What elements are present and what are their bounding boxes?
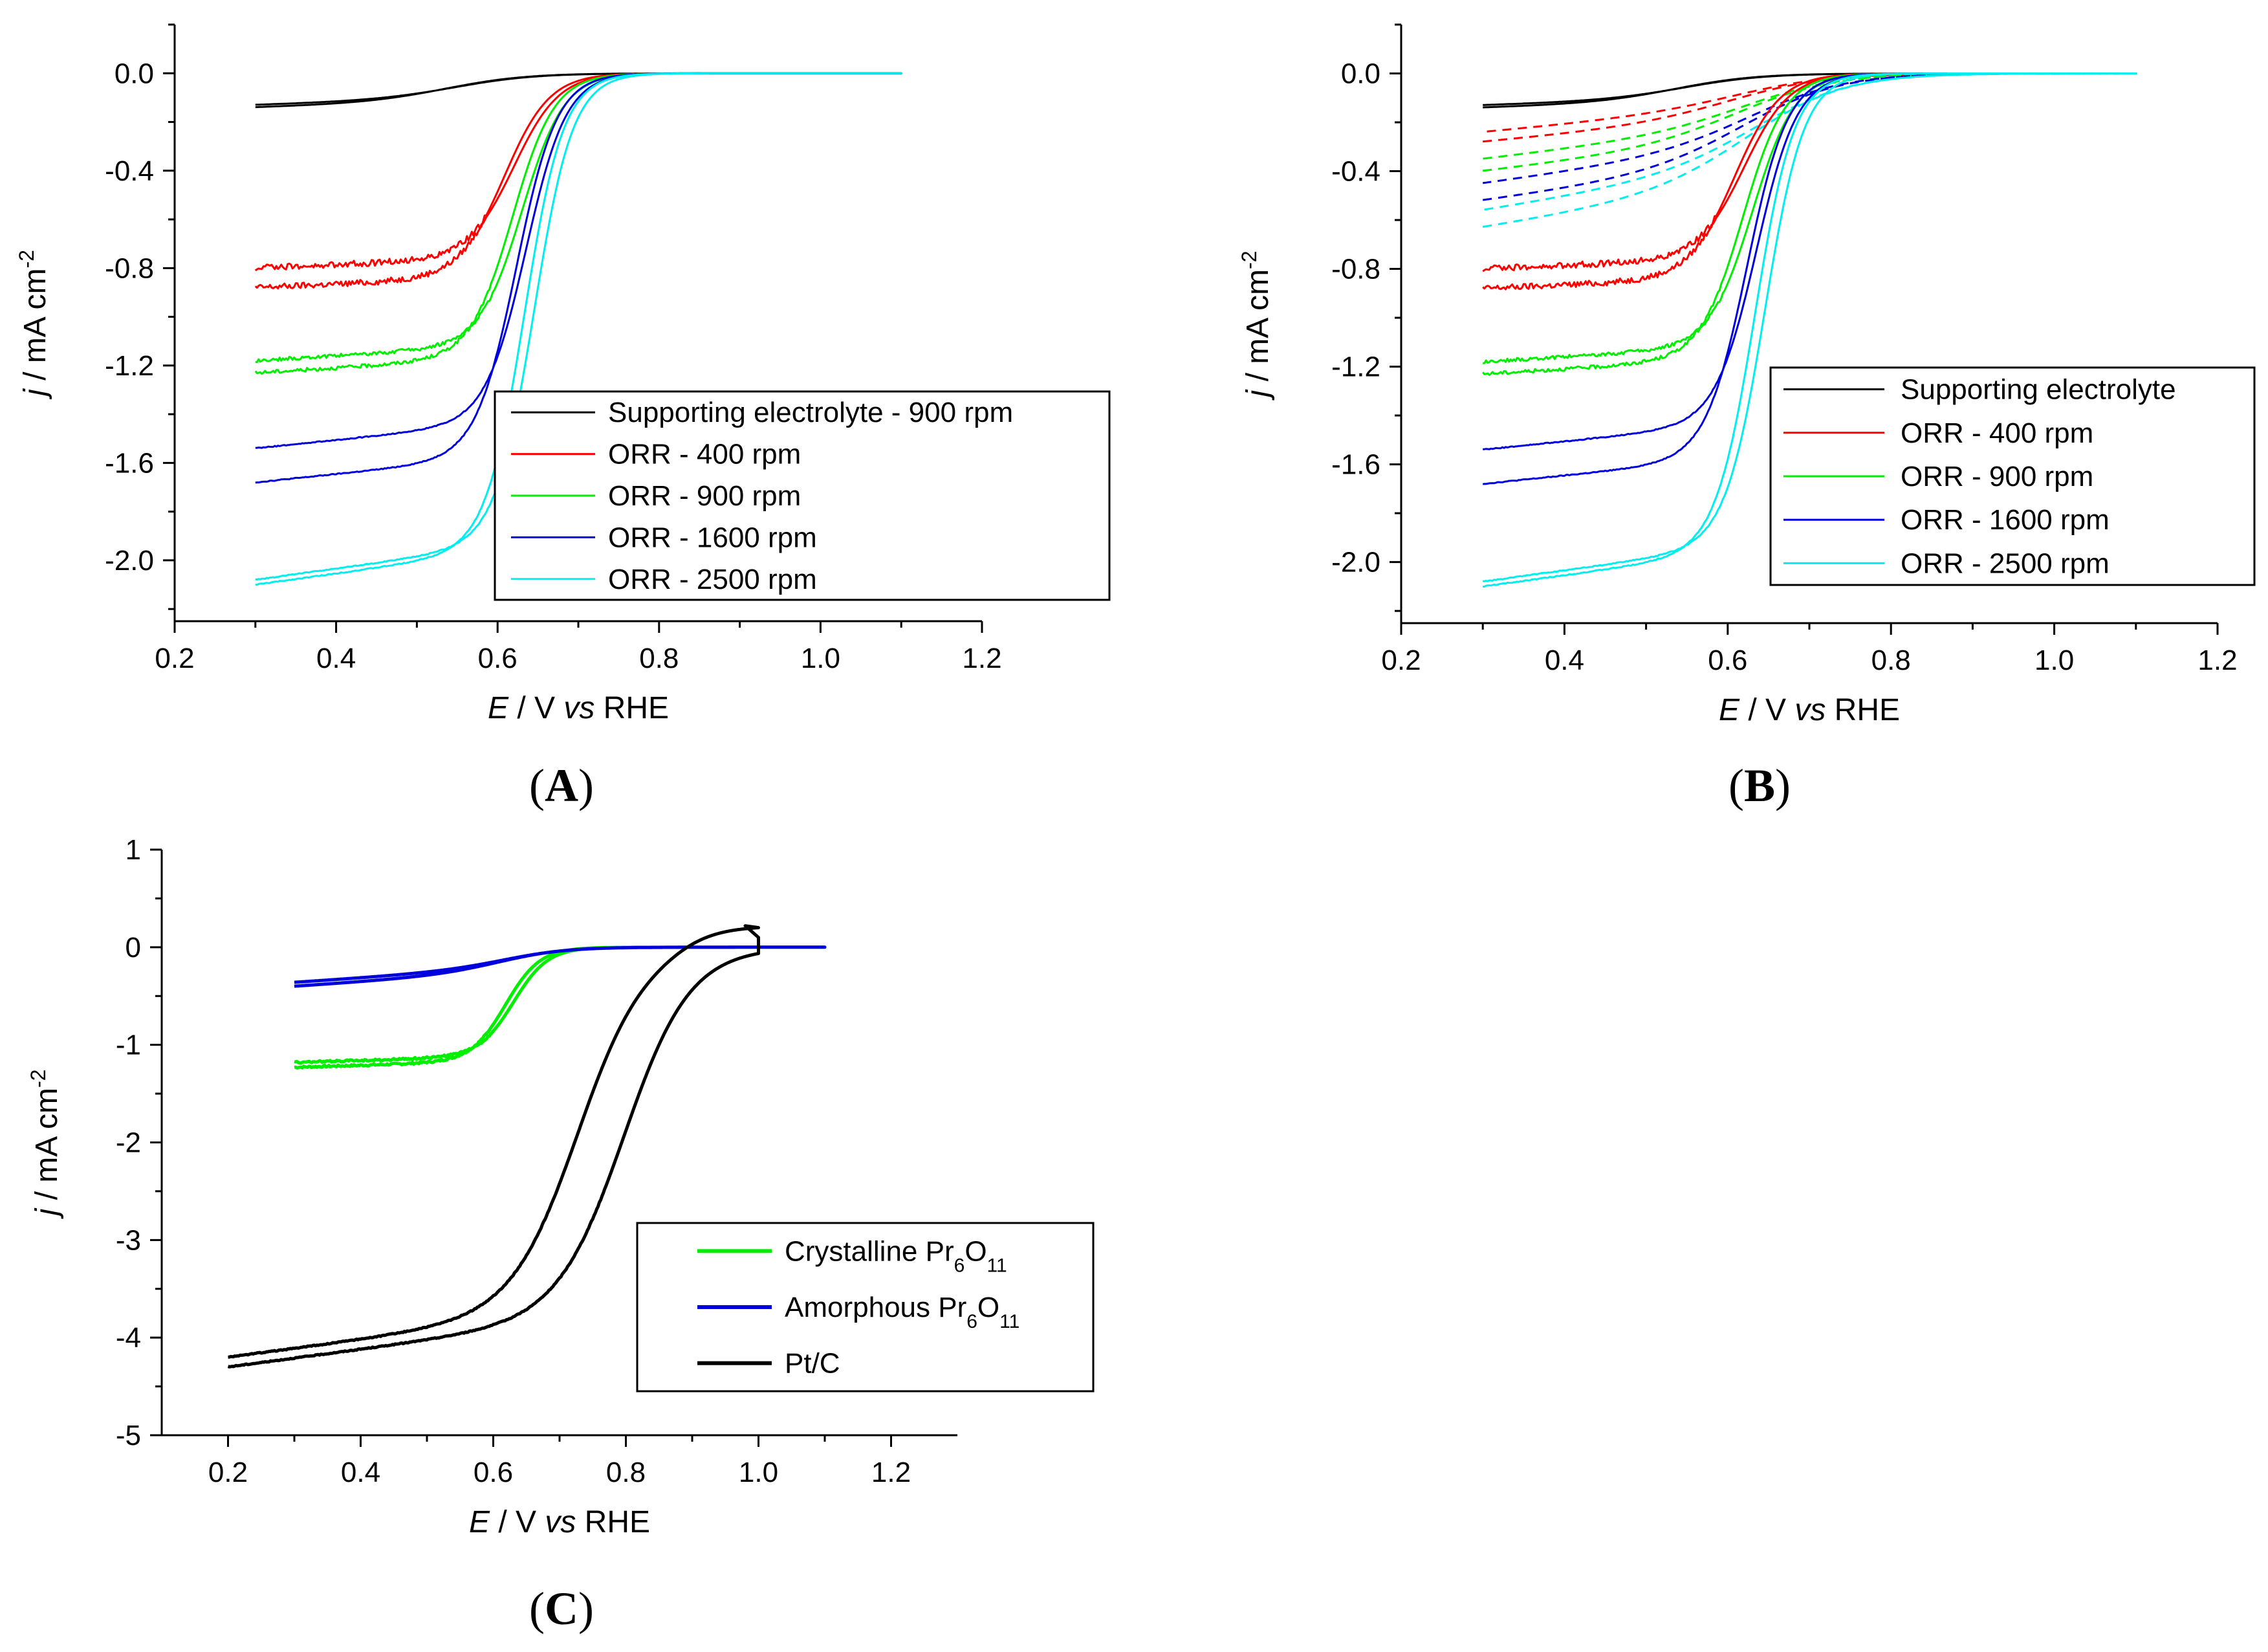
series-line (256, 73, 901, 289)
series-line (1483, 74, 2136, 201)
legend-entry: ORR - 1600 rpm (1901, 504, 2110, 536)
x-tick-label: 0.2 (208, 1457, 248, 1488)
x-tick-label: 1.2 (2197, 644, 2237, 676)
x-tick-label: 0.6 (478, 643, 518, 674)
x-tick-label: 1.2 (871, 1457, 911, 1488)
legend-entry: ORR - 400 rpm (1901, 417, 2093, 449)
legend-entry: Supporting electrolyte - 900 rpm (608, 397, 1013, 428)
y-tick-label: -0.8 (1331, 254, 1380, 285)
y-tick-label: -0.4 (1331, 156, 1380, 188)
legend-entry: ORR - 400 rpm (608, 439, 801, 470)
x-tick-label: 0.6 (474, 1457, 513, 1488)
x-tick-label: 0.4 (341, 1457, 380, 1488)
y-tick-label: -1.6 (105, 447, 154, 479)
y-tick-label: -0.8 (105, 252, 154, 284)
x-tick-label: 0.4 (1545, 644, 1584, 676)
x-tick-label: 0.2 (1381, 644, 1421, 676)
x-tick-label: 1.0 (801, 643, 840, 674)
panel-b-legend: Supporting electrolyte ORR - 400 rpm ORR -… (1771, 368, 2254, 585)
y-tick-label: 0 (125, 932, 141, 964)
panel-a-x-axis-label: E / V vs RHE (488, 691, 669, 725)
y-tick-label: 0.0 (114, 58, 154, 89)
y-tick-label: -2.0 (105, 545, 154, 577)
panel-b-y-axis-label: j / mA cm-2 (1238, 251, 1275, 401)
x-tick-label: 0.8 (606, 1457, 646, 1488)
y-tick-label: 1 (125, 834, 141, 866)
panel-a-y-axis-label: j / mA cm-2 (15, 250, 52, 400)
panel-a: 0.2 0.4 0.6 0.8 1.0 1.2 0.0 -0.4 -0.8 -1.2 -1.6 -2.… (15, 25, 1109, 811)
legend-entry: ORR - 900 rpm (1901, 461, 2093, 492)
y-tick-label: -1.6 (1331, 449, 1380, 481)
panel-b-x-axis-label: E / V vs RHE (1719, 693, 1900, 727)
figure-canvas: 0.2 0.4 0.6 0.8 1.0 1.2 0.0 -0.4 -0.8 -1.2 -1.6 -2.… (0, 0, 2268, 1652)
series-line (1483, 74, 2136, 227)
panel-c-y-axis-label: j / mA cm-2 (27, 1070, 64, 1220)
y-tick-label: 0.0 (1341, 58, 1380, 90)
legend-entry: ORR - 900 rpm (608, 480, 801, 512)
y-tick-label: -1 (116, 1030, 141, 1061)
x-tick-label: 1.0 (739, 1457, 778, 1488)
panel-a-label: (A) (529, 760, 594, 811)
y-tick-label: -0.4 (105, 155, 154, 187)
x-tick-label: 1.0 (2034, 644, 2074, 676)
x-tick-label: 0.2 (155, 643, 194, 674)
x-tick-label: 1.2 (962, 643, 1001, 674)
panel-b: 0.2 0.4 0.6 0.8 1.0 1.2 0.0 -0.4 -0.8 -1.2 -1.6 -2.… (1238, 25, 2254, 811)
x-tick-label: 0.4 (316, 643, 356, 674)
panel-c: 0.2 0.4 0.6 0.8 1.0 1.2 1 0 -1 -2 -3 -4 -5 E / V vs … (27, 834, 1093, 1635)
y-tick-label: -2.0 (1331, 547, 1380, 578)
x-tick-label: 0.8 (639, 643, 679, 674)
legend-entry: Supporting electrolyte (1901, 374, 2176, 406)
panel-c-label: (C) (529, 1583, 594, 1635)
y-tick-label: -1.2 (1331, 351, 1380, 383)
legend-entry: ORR - 1600 rpm (608, 522, 817, 553)
y-tick-label: -5 (116, 1420, 141, 1451)
panel-c-x-axis-label: E / V vs RHE (469, 1505, 650, 1539)
series-line (294, 947, 825, 1068)
y-tick-label: -4 (116, 1322, 141, 1354)
x-tick-label: 0.8 (1871, 644, 1911, 676)
legend-entry: Pt/C (785, 1348, 840, 1380)
x-tick-label: 0.6 (1708, 644, 1747, 676)
legend-entry: ORR - 2500 rpm (1901, 547, 2110, 579)
y-tick-label: -2 (116, 1127, 141, 1159)
series-line (1483, 74, 2136, 290)
panel-a-legend: Supporting electrolyte - 900 rpm ORR - 40… (495, 391, 1109, 600)
y-tick-label: -1.2 (105, 350, 154, 382)
legend-entry: ORR - 2500 rpm (608, 564, 817, 595)
panel-b-label: (B) (1728, 760, 1791, 811)
y-tick-label: -3 (116, 1224, 141, 1256)
